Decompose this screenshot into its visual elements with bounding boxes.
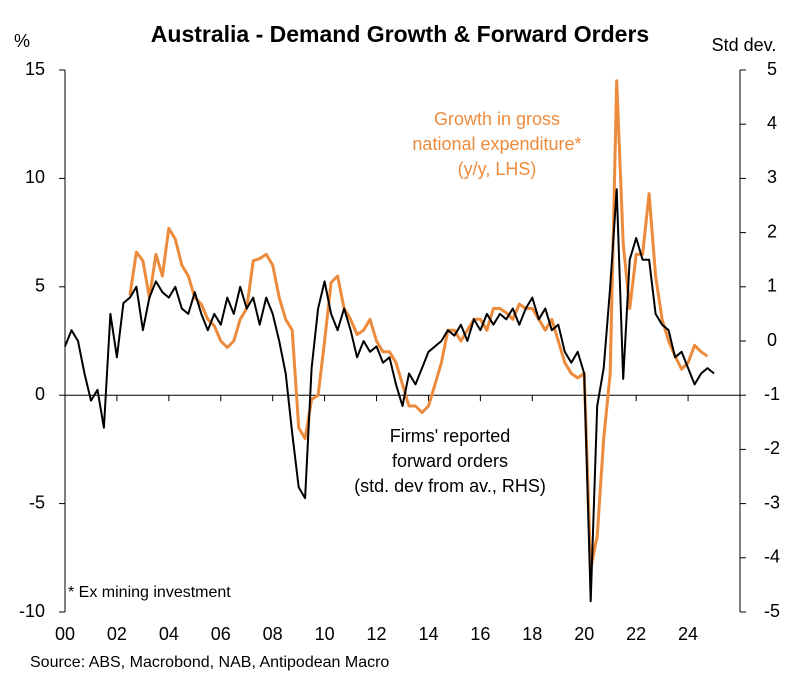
y-tick-label: 15	[25, 59, 45, 79]
y-tick-label: 5	[35, 276, 45, 296]
x-tick-label: 04	[159, 624, 179, 644]
series-line	[128, 79, 709, 571]
series-label: Firms' reported	[390, 426, 510, 446]
x-tick-label: 10	[315, 624, 335, 644]
y2-tick-label: 3	[767, 167, 777, 187]
y2-tick-label: -4	[764, 547, 780, 567]
x-tick-label: 22	[626, 624, 646, 644]
source: Source: ABS, Macrobond, NAB, Antipodean …	[30, 654, 389, 671]
series-line	[64, 188, 715, 603]
series-label: (y/y, LHS)	[458, 159, 537, 179]
chart-title: Australia - Demand Growth & Forward Orde…	[151, 21, 649, 47]
y2-tick-label: -3	[764, 492, 780, 512]
x-tick-label: 08	[263, 624, 283, 644]
series-label: forward orders	[392, 451, 508, 471]
y2-axis-label: Std dev.	[712, 35, 777, 55]
y2-tick-label: 2	[767, 221, 777, 241]
y2-tick-label: 0	[767, 330, 777, 350]
x-tick-label: 12	[367, 624, 387, 644]
x-tick-label: 00	[55, 624, 75, 644]
y2-tick-label: 1	[767, 276, 777, 296]
series-label: Growth in gross	[434, 109, 560, 129]
y-tick-label: 0	[35, 384, 45, 404]
y-tick-label: 10	[25, 167, 45, 187]
footnote: * Ex mining investment	[68, 584, 231, 601]
x-tick-label: 20	[574, 624, 594, 644]
x-tick-label: 02	[107, 624, 127, 644]
y2-tick-label: -5	[764, 601, 780, 621]
x-tick-label: 16	[470, 624, 490, 644]
y-axis-label: %	[14, 31, 30, 51]
y2-tick-label: 5	[767, 59, 777, 79]
series-label: national expenditure*	[412, 134, 581, 154]
y-tick-label: -5	[29, 492, 45, 512]
x-tick-label: 24	[678, 624, 698, 644]
y-tick-label: -10	[19, 601, 45, 621]
x-tick-label: 18	[522, 624, 542, 644]
y2-tick-label: 4	[767, 113, 777, 133]
y2-tick-label: -2	[764, 438, 780, 458]
y2-tick-label: -1	[764, 384, 780, 404]
x-tick-label: 06	[211, 624, 231, 644]
series-label: (std. dev from av., RHS)	[354, 476, 546, 496]
x-tick-label: 14	[418, 624, 438, 644]
